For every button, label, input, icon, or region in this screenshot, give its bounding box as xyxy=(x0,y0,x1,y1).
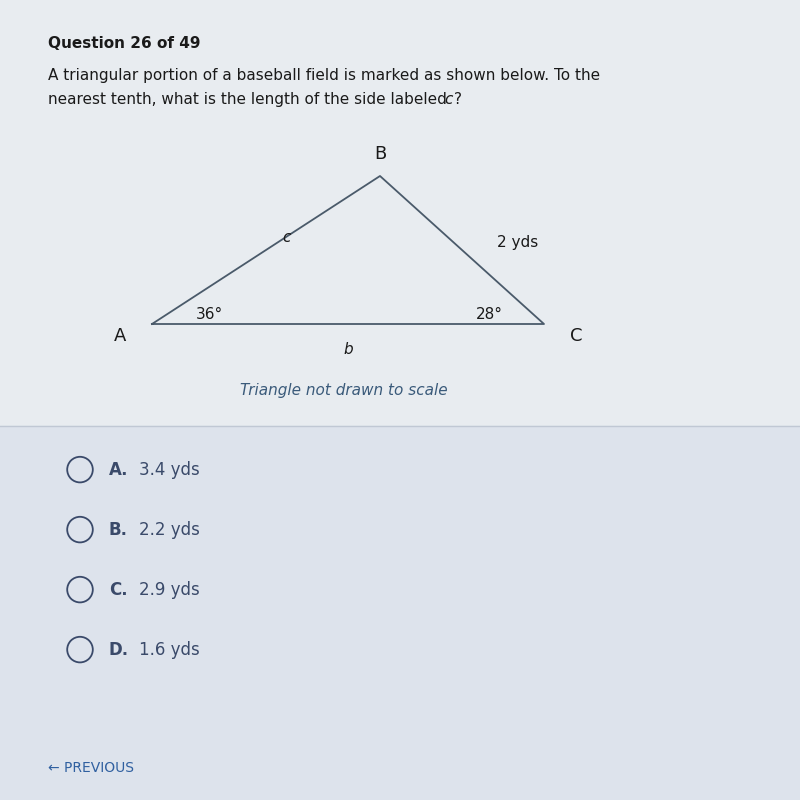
Text: c: c xyxy=(444,92,452,107)
Text: B.: B. xyxy=(109,521,128,538)
Text: 28°: 28° xyxy=(476,307,503,322)
Text: ?: ? xyxy=(454,92,462,107)
Text: Triangle not drawn to scale: Triangle not drawn to scale xyxy=(240,382,448,398)
Text: 2 yds: 2 yds xyxy=(498,234,538,250)
Text: A: A xyxy=(114,327,126,345)
Text: 1.6 yds: 1.6 yds xyxy=(139,641,200,658)
Text: C: C xyxy=(570,327,582,345)
Text: nearest tenth, what is the length of the side labeled: nearest tenth, what is the length of the… xyxy=(48,92,452,107)
Text: 2.9 yds: 2.9 yds xyxy=(139,581,200,598)
Text: B: B xyxy=(374,146,386,163)
Text: c: c xyxy=(282,230,290,246)
Text: b: b xyxy=(343,342,353,357)
Text: D.: D. xyxy=(109,641,129,658)
Text: A.: A. xyxy=(109,461,128,478)
Text: 2.2 yds: 2.2 yds xyxy=(139,521,200,538)
Text: C.: C. xyxy=(109,581,127,598)
Text: 36°: 36° xyxy=(196,307,223,322)
Bar xyxy=(0,426,800,800)
Text: Question 26 of 49: Question 26 of 49 xyxy=(48,36,201,51)
Text: 3.4 yds: 3.4 yds xyxy=(139,461,200,478)
Text: ← PREVIOUS: ← PREVIOUS xyxy=(48,761,134,775)
Text: A triangular portion of a baseball field is marked as shown below. To the: A triangular portion of a baseball field… xyxy=(48,68,600,83)
